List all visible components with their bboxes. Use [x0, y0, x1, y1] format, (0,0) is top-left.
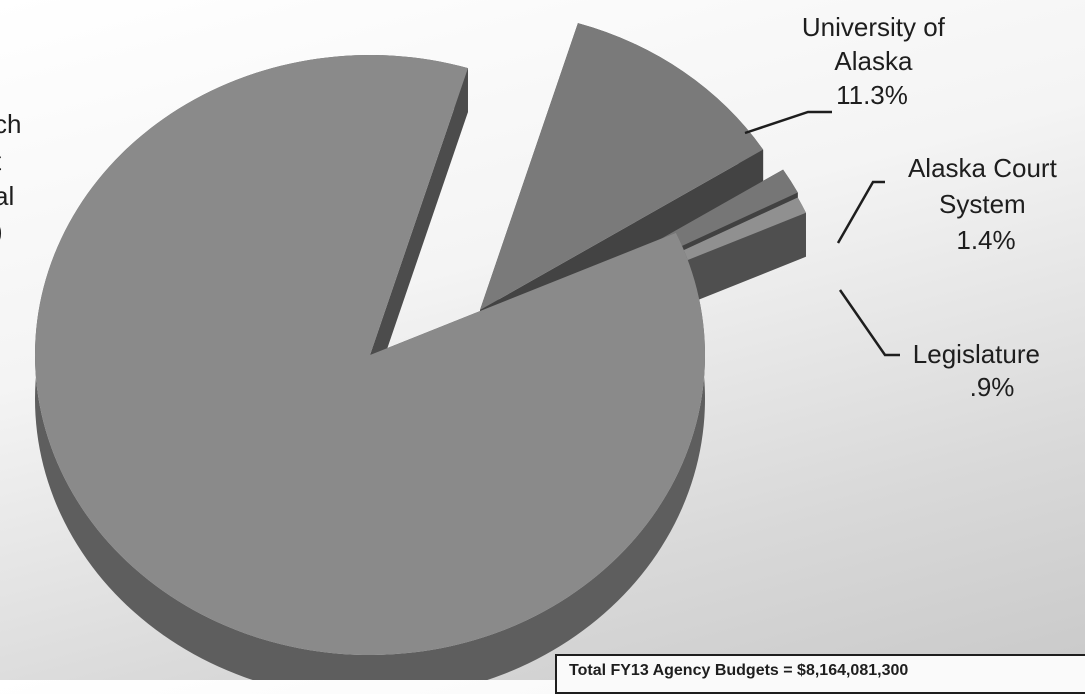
label-court-system: Alaska Court System 1.4%: [908, 153, 1064, 255]
total-budget-note: Total FY13 Agency Budgets = $8,164,081,3…: [555, 654, 1085, 694]
label-university: University of Alaska 11.3%: [802, 12, 952, 110]
slices-layer: [34, 23, 806, 680]
label-legislature-value: .9%: [970, 372, 1015, 402]
pie-chart: University of Alaska 11.3% Alaska Court …: [0, 12, 1064, 680]
label-executive-partial: ch t al ): [0, 109, 29, 246]
slice-executive: [34, 55, 705, 680]
leader-line-court-system: [836, 180, 885, 244]
label-court-system-value: 1.4%: [956, 225, 1015, 255]
label-legislature: Legislature .9%: [913, 339, 1047, 402]
leader-line-university: [744, 110, 832, 135]
leader-line-legislature: [838, 289, 900, 357]
label-university-value: 11.3%: [836, 80, 908, 110]
